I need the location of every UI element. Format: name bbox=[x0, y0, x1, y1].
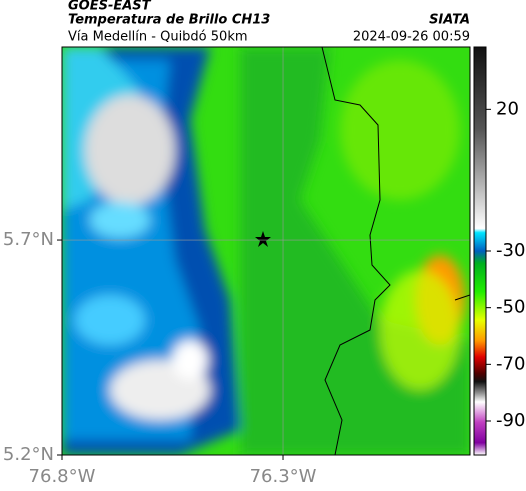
colorbar-tick-label: 20 bbox=[496, 98, 519, 119]
colorbar bbox=[473, 46, 487, 456]
map-frame bbox=[61, 46, 471, 456]
colorbar-tick-label: -90 bbox=[496, 410, 525, 431]
satellite-image bbox=[62, 47, 470, 455]
colorbar-tick-label: -30 bbox=[496, 240, 525, 261]
timestamp: 2024-09-26 00:59 bbox=[353, 30, 470, 45]
colorbar-tick-label: -70 bbox=[496, 353, 525, 374]
colorbar-tick-label: -50 bbox=[496, 297, 525, 318]
subtitle: Vía Medellín - Quibdó 50km bbox=[68, 30, 248, 45]
title: Temperatura de Brillo CH13 bbox=[68, 13, 270, 28]
x-tick-label: 76.8°W bbox=[29, 466, 96, 487]
source: SIATA bbox=[429, 13, 470, 28]
y-tick-label: 5.7°N bbox=[3, 229, 54, 250]
y-tick-label: 5.2°N bbox=[3, 444, 54, 465]
x-tick-label: 76.3°W bbox=[250, 466, 317, 487]
network: GOES-EAST bbox=[68, 0, 152, 14]
